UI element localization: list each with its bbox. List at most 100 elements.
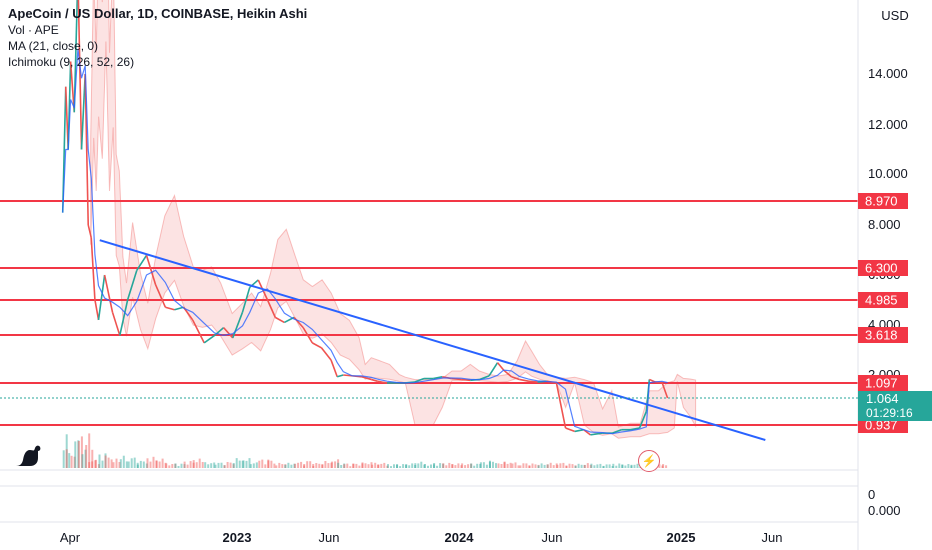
volume-bar [235, 458, 238, 468]
volume-bar [358, 465, 361, 468]
volume-bar [306, 461, 309, 468]
volume-bar [470, 463, 473, 468]
volume-bar [574, 465, 577, 468]
volume-indicator-label[interactable]: Vol · APE [8, 23, 59, 37]
price-segment [214, 327, 225, 337]
volume-bar [565, 465, 568, 468]
volume-bar [98, 454, 101, 468]
volume-bar [321, 464, 324, 468]
volume-bar [583, 464, 586, 468]
volume-bar [297, 462, 300, 468]
volume-bar [119, 459, 122, 468]
volume-bar [343, 464, 346, 468]
volume-bar [81, 454, 84, 468]
level-tag [858, 292, 908, 308]
price-segment [266, 299, 276, 318]
volume-bar [574, 465, 577, 468]
volume-bar [281, 464, 284, 468]
volume-bar [264, 464, 267, 468]
volume-bar [214, 464, 217, 468]
volume-bar [522, 463, 525, 468]
volume-bar [621, 464, 624, 468]
volume-bar [528, 465, 531, 468]
price-axis[interactable]: 14.00012.00010.0008.0006.0004.0002.00000… [0, 0, 908, 550]
volume-bar [315, 463, 318, 468]
volume-bar [489, 460, 491, 468]
volume-bar [583, 465, 586, 468]
volume-bar [461, 463, 464, 468]
price-segment [165, 306, 175, 311]
volume-bar [77, 441, 80, 468]
ma-indicator-label[interactable]: MA (21, close, 0) [8, 39, 99, 53]
volume-bar [417, 463, 420, 468]
volume-bar [330, 462, 333, 468]
volume-bar [70, 455, 73, 468]
price-segment [503, 369, 513, 378]
trendline[interactable] [99, 239, 766, 441]
volume-bar [255, 462, 258, 468]
volume-bar [402, 464, 405, 468]
volume-bar [65, 434, 68, 468]
volume-bar [665, 465, 668, 468]
volume-bar [364, 463, 367, 468]
horizontal-levels[interactable] [0, 200, 858, 426]
level-tag [858, 327, 908, 343]
symbol-title[interactable]: ApeCoin / US Dollar, 1D, COINBASE, Heiki… [8, 6, 308, 21]
price-segment [94, 299, 100, 321]
volume-bar [352, 463, 355, 468]
time-axis[interactable]: Apr 2023 Jun 2024 Jun 2025 Jun [60, 530, 783, 545]
volume-bar [270, 460, 273, 468]
price-segment [119, 299, 129, 336]
price-tick-label: 12.000 [868, 117, 908, 132]
volume-bar [155, 460, 158, 468]
volume-bar [451, 464, 454, 468]
price-segment [638, 411, 648, 429]
volume-bar [110, 459, 113, 468]
ichimoku-cloud-band [90, 0, 697, 439]
volume-bar [460, 465, 463, 468]
volume-bar [232, 464, 235, 468]
volume-bar [210, 463, 213, 468]
time-label: 2025 [667, 530, 696, 545]
volume-bar [334, 461, 337, 468]
volume-bar [568, 463, 571, 468]
lower-tick-label: 0.000 [868, 503, 901, 518]
volume-bar [377, 464, 380, 468]
currency-button[interactable]: USD [881, 7, 909, 23]
price-segment [80, 73, 86, 150]
time-label: 2024 [445, 530, 475, 545]
volume-bar [68, 453, 71, 468]
volume-bar [387, 464, 389, 468]
volume-bar [223, 465, 226, 468]
volume-bar [171, 464, 174, 468]
ichimoku-indicator-label[interactable]: Ichimoku (9, 26, 52, 26) [8, 55, 135, 69]
price-segment [136, 254, 148, 271]
time-label: Apr [60, 530, 81, 545]
volume-bar [503, 461, 506, 468]
volume-bar [284, 464, 287, 468]
volume-bar [611, 466, 614, 468]
volume-bar [267, 459, 270, 468]
volume-bar [433, 464, 435, 468]
price-segment [555, 382, 567, 429]
volume-bar [464, 465, 467, 468]
volume-bar [633, 464, 636, 468]
lightning-bolt-icon[interactable]: ⚡ [638, 450, 660, 472]
level-tag [858, 260, 908, 276]
tradingview-logo-icon[interactable] [14, 444, 44, 473]
price-segment [111, 312, 121, 336]
volume-bar [423, 464, 426, 468]
price-segment [311, 342, 322, 349]
volume-bar [411, 463, 414, 468]
price-segment [496, 362, 505, 371]
volume-bar [506, 463, 509, 468]
volume-bar [430, 464, 432, 468]
volume-bar [439, 463, 442, 468]
volume-bar [586, 463, 589, 468]
price-segment [519, 378, 529, 382]
price-tags: 8.970 6.300 4.985 3.618 1.097 0.937 1.06401:29… [0, 193, 932, 433]
price-segment [223, 327, 234, 339]
time-label: 2023 [223, 530, 252, 545]
volume-bar [80, 436, 83, 468]
